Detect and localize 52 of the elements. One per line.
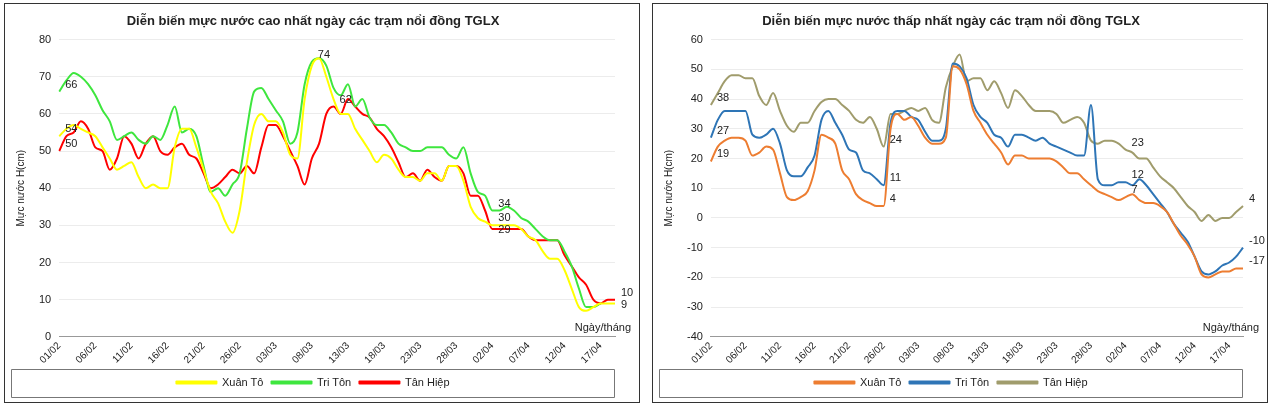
y-tick-label: 0: [45, 329, 52, 342]
line-series: [709, 53, 1244, 222]
y-axis-title: Mực nước H(cm): [662, 149, 674, 227]
y-tick-label: 10: [38, 292, 52, 305]
y-tick-label: 40: [690, 92, 703, 105]
legend-label: Tri Tôn: [955, 375, 990, 388]
data-label: 9: [621, 297, 628, 310]
data-label: 34: [498, 196, 511, 209]
data-label: 4: [889, 192, 896, 205]
y-tick-label: 70: [38, 69, 52, 82]
y-tick-label: 0: [696, 210, 703, 223]
data-label: 19: [716, 147, 730, 160]
legend-label: Xuân Tô: [221, 375, 264, 388]
y-tick-label: 50: [38, 144, 52, 157]
data-label: -17: [1249, 254, 1265, 267]
data-label: 66: [65, 77, 78, 90]
legend-label: Tân Hiệp: [1042, 375, 1088, 388]
legend-label: Tri Tôn: [317, 375, 352, 388]
y-tick-label: 30: [690, 121, 703, 134]
data-label: 7: [1131, 183, 1138, 196]
data-label: 4: [1249, 192, 1256, 205]
data-label: 12: [1131, 168, 1144, 181]
data-label: 11: [889, 171, 902, 184]
y-tick-label: -30: [686, 300, 703, 313]
chart-title: Diễn biến mực nước thấp nhất ngày các trạm nổi đồng TGLX: [762, 13, 1141, 29]
data-label: 50: [65, 137, 78, 150]
data-label: 24: [889, 132, 902, 145]
y-tick-label: 40: [38, 181, 52, 194]
y-tick-label: 10: [690, 181, 703, 194]
chart-title: Diễn biến mực nước cao nhất ngày các trạm nổi đồng TGLX: [126, 13, 500, 29]
data-label: 38: [716, 91, 730, 104]
data-label: 10: [621, 285, 634, 298]
data-label: 23: [1131, 135, 1144, 148]
y-axis-title: Mực nước H(cm): [14, 149, 26, 227]
x-axis-title: Ngày/tháng: [1202, 321, 1259, 334]
data-label: 74: [317, 47, 331, 60]
y-tick-label: -40: [686, 329, 703, 342]
data-label: 30: [498, 211, 511, 224]
y-tick-label: 20: [38, 255, 52, 268]
y-tick-label: 80: [38, 32, 52, 45]
y-tick-label: 60: [38, 106, 52, 119]
y-tick-label: -20: [686, 270, 703, 283]
y-tick-label: 50: [690, 62, 703, 75]
legend-label: Tân Hiệp: [404, 375, 450, 388]
x-axis-title: Ngày/tháng: [574, 321, 631, 334]
data-label: 27: [716, 123, 730, 136]
y-tick-label: 30: [38, 218, 52, 231]
data-label: -10: [1249, 233, 1265, 246]
y-tick-label: 60: [690, 32, 703, 45]
legend-label: Xuân Tô: [859, 375, 902, 388]
y-tick-label: 20: [690, 151, 703, 164]
y-tick-label: -10: [686, 240, 703, 253]
